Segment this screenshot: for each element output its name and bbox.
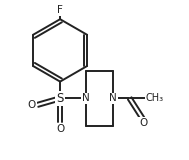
Text: N: N [109, 93, 117, 103]
Text: CH₃: CH₃ [146, 93, 163, 103]
Text: O: O [139, 118, 147, 128]
Text: O: O [27, 100, 36, 110]
Text: F: F [57, 5, 63, 15]
Text: O: O [56, 124, 64, 134]
Text: S: S [56, 92, 64, 105]
Text: N: N [82, 93, 90, 103]
